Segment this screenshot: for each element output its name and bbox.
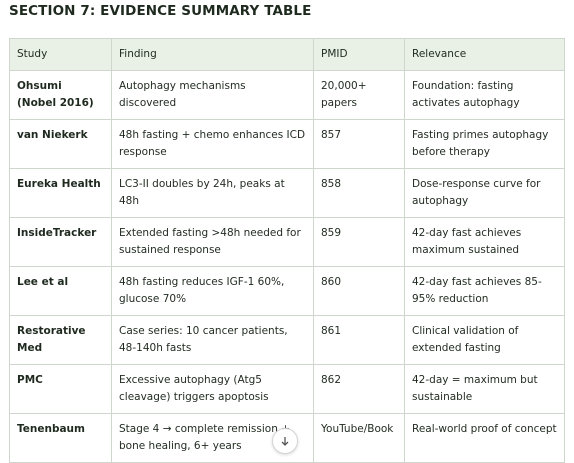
table-cell: 857 xyxy=(313,119,405,169)
table-cell: PMC xyxy=(9,364,112,414)
table-cell: 48h fasting + chemo enhances ICD respons… xyxy=(111,119,314,169)
table-cell: Eureka Health xyxy=(9,168,112,218)
table-cell: Real-world proof of concept xyxy=(404,413,565,463)
table-cell: 42-day fast achieves 85-95% reduction xyxy=(404,266,565,316)
table-cell: Restorative Med xyxy=(9,315,112,365)
table-cell: van Niekerk xyxy=(9,119,112,169)
table-cell: 42-day fast achieves maximum sustained xyxy=(404,217,565,267)
table-cell: 858 xyxy=(313,168,405,218)
table-cell: 42-day = maximum but sustainable xyxy=(404,364,565,414)
table-cell: YouTube/Book xyxy=(313,413,405,463)
table-cell: Ohsumi (Nobel 2016) xyxy=(9,70,112,120)
table-row: Restorative Med Case series: 10 cancer pa… xyxy=(9,315,565,365)
scroll-down-button[interactable] xyxy=(272,428,298,454)
evidence-table: Study Finding PMID Relevance Ohsumi (Nobel … xyxy=(9,38,565,463)
table-row: van Niekerk 48h fasting + chemo enhances … xyxy=(9,119,565,169)
table-cell: Lee et al xyxy=(9,266,112,316)
table-cell: InsideTracker xyxy=(9,217,112,267)
table-cell: Clinical validation of extended fasting xyxy=(404,315,565,365)
table-row: Tenenbaum Stage 4 → complete remission + … xyxy=(9,413,565,463)
table-row: Lee et al 48h fasting reduces IGF-1 60%, … xyxy=(9,266,565,316)
table-row: InsideTracker Extended fasting >48h neede… xyxy=(9,217,565,267)
section-title: SECTION 7: EVIDENCE SUMMARY TABLE xyxy=(9,3,312,19)
column-header: Relevance xyxy=(404,38,565,71)
table-cell: 48h fasting reduces IGF-1 60%, glucose 7… xyxy=(111,266,314,316)
table-cell: Tenenbaum xyxy=(9,413,112,463)
table-cell: Excessive autophagy (Atg5 cleavage) trig… xyxy=(111,364,314,414)
table-cell: Case series: 10 cancer patients, 48-140h… xyxy=(111,315,314,365)
column-header: Finding xyxy=(111,38,314,71)
column-header: PMID xyxy=(313,38,405,71)
table-cell: Foundation: fasting activates autophagy xyxy=(404,70,565,120)
table-cell: 862 xyxy=(313,364,405,414)
table-cell: Extended fasting >48h needed for sustain… xyxy=(111,217,314,267)
table-cell: LC3-II doubles by 24h, peaks at 48h xyxy=(111,168,314,218)
table-row: PMC Excessive autophagy (Atg5 cleavage) t… xyxy=(9,364,565,414)
table-cell: 861 xyxy=(313,315,405,365)
arrow-down-icon xyxy=(281,437,289,446)
table-cell: Dose-response curve for autophagy xyxy=(404,168,565,218)
table-row: Ohsumi (Nobel 2016) Autophagy mechanisms … xyxy=(9,70,565,120)
table-row: Eureka Health LC3-II doubles by 24h, peak… xyxy=(9,168,565,218)
table-cell: 20,000+ papers xyxy=(313,70,405,120)
header-row: Study Finding PMID Relevance xyxy=(9,38,565,71)
table-cell: Fasting primes autophagy before therapy xyxy=(404,119,565,169)
table-cell: 859 xyxy=(313,217,405,267)
table-cell: Autophagy mechanisms discovered xyxy=(111,70,314,120)
table-cell: 860 xyxy=(313,266,405,316)
column-header: Study xyxy=(9,38,112,71)
